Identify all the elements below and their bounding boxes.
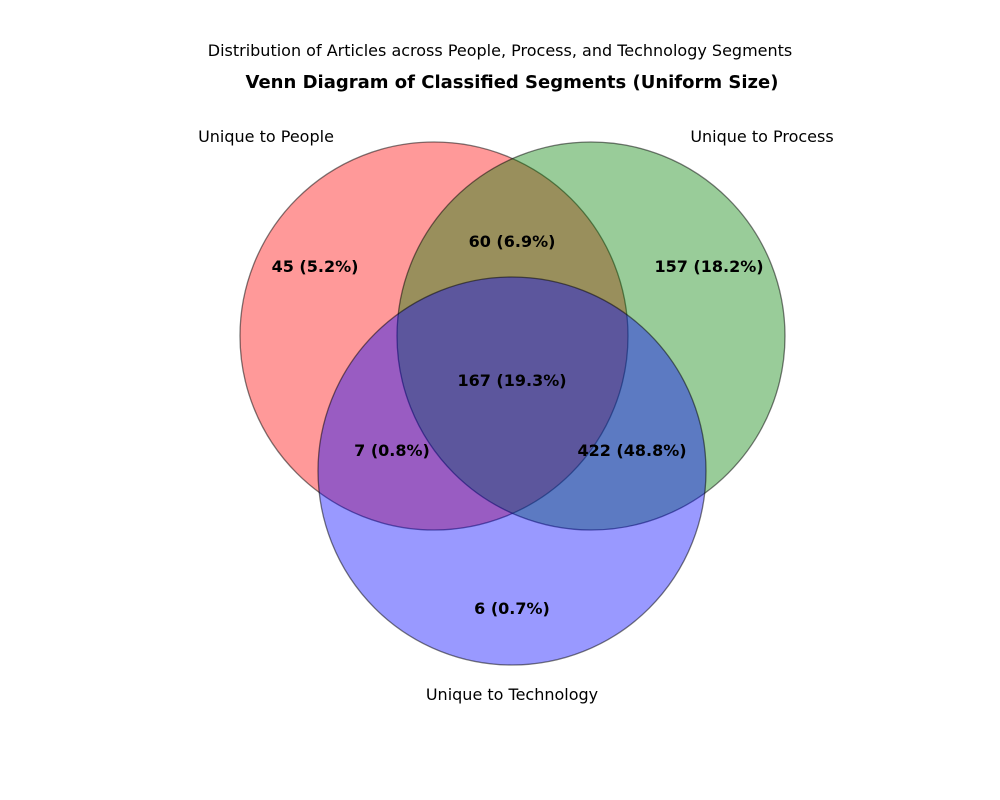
process-technology-label: 422 (48.8%)	[577, 441, 686, 460]
people-process-label: 60 (6.9%)	[469, 232, 556, 251]
process-set-label: Unique to Process	[690, 127, 833, 146]
process-only-label: 157 (18.2%)	[654, 257, 763, 276]
people-only-label: 45 (5.2%)	[272, 257, 359, 276]
process-circle	[396, 141, 786, 531]
suptitle: Distribution of Articles across People, …	[208, 41, 793, 60]
technology-only-label: 6 (0.7%)	[474, 599, 550, 618]
people-set-label: Unique to People	[198, 127, 334, 146]
people-technology-label: 7 (0.8%)	[354, 441, 430, 460]
diagram-title: Venn Diagram of Classified Segments (Uni…	[246, 72, 779, 93]
all-three-label: 167 (19.3%)	[457, 371, 566, 390]
technology-circle	[317, 276, 707, 666]
people-circle	[239, 141, 629, 531]
technology-set-label: Unique to Technology	[426, 685, 598, 704]
